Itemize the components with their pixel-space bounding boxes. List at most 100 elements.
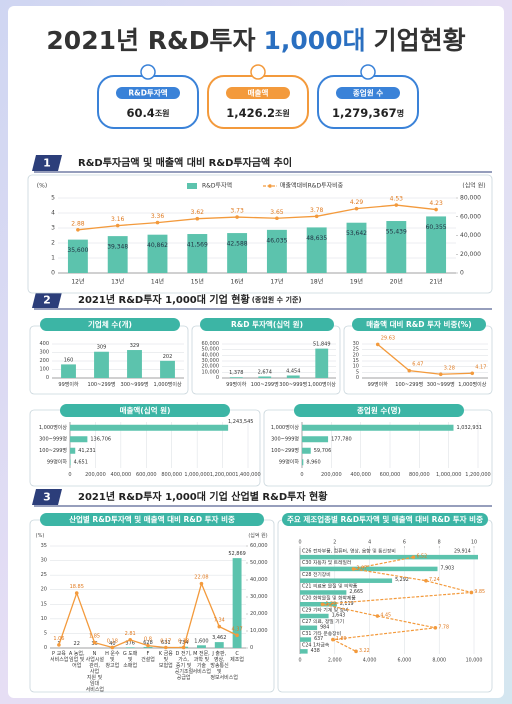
bar-value-label: 309 (97, 345, 107, 351)
y2-tick-label: 30,000 (250, 594, 268, 600)
bar-value-label: 628 (143, 640, 153, 646)
line-marker (128, 638, 132, 642)
bar (187, 234, 208, 273)
y-tick-label: 1 (51, 255, 55, 262)
line-value-label: 3.65 (270, 209, 284, 216)
bar-value-label: 60,355 (426, 224, 447, 231)
bar-value-label: 1,600 (194, 638, 208, 644)
x-tick-label: 19년 (350, 278, 363, 286)
y-tick-label: 400 (39, 341, 49, 347)
line-marker (433, 626, 438, 630)
chart-title-bg (60, 404, 230, 417)
bar (300, 566, 438, 572)
chart-title-bg (40, 318, 180, 331)
bar (300, 590, 347, 595)
line-value-label: 1.89 (336, 636, 347, 642)
kpi-label-bg (226, 87, 290, 99)
bar-value-label: 41,569 (187, 242, 208, 249)
y2-tick-label: 60,000 (460, 213, 481, 220)
y-tick-label: 15 (353, 358, 359, 364)
bar-value-label: 41,231 (78, 448, 96, 454)
line-value-label: 4.53 (390, 196, 404, 203)
line-value-label: 29.63 (381, 335, 395, 341)
bar (266, 229, 287, 273)
line-value-label: 9.85 (474, 589, 485, 595)
y-tick-label: 2 (51, 240, 55, 247)
section-number: 1 (43, 157, 51, 170)
bar-value-label: 202 (163, 354, 173, 360)
bar-value-label: 48,635 (306, 235, 327, 242)
line-value-label: 3.16 (111, 216, 125, 223)
line-marker (155, 220, 160, 225)
bar-value-label: 136,706 (90, 436, 111, 442)
x-tick-label: 200,000 (85, 472, 106, 478)
section-number: 3 (43, 491, 51, 504)
line-marker (470, 371, 475, 376)
kpi-card (97, 75, 199, 129)
x-tick-label: 1,200,000 (210, 472, 235, 478)
y-tick-label: 0 (51, 270, 55, 277)
y-tick-label: 100~299명 (271, 447, 299, 454)
line-marker (351, 567, 356, 571)
y2-axis-label: (십억 원) (462, 182, 485, 190)
bar-value-label: 329 (130, 343, 140, 349)
line-value-label: 4.29 (350, 199, 364, 206)
chart-title-bg (40, 513, 264, 526)
x-tick-label: 16년 (231, 278, 244, 286)
title-highlight: 1,000대 (264, 26, 366, 55)
bar (300, 637, 312, 642)
y-tick-label: 300~999명 (271, 435, 299, 442)
bar-value-label: 376 (125, 640, 135, 646)
y2-tick-label: 40,000 (250, 577, 268, 583)
x-tick-label: 400,000 (350, 472, 371, 478)
y2-tick-label: 80,000 (460, 195, 481, 202)
y-tick-label: 4 (51, 210, 55, 217)
kpi-icon (250, 64, 266, 80)
kpi-value: 1,426.2조원 (226, 106, 289, 120)
y-tick-label: 25 (353, 347, 359, 353)
line-marker (411, 555, 416, 559)
bar-value-label: 1,378 (229, 370, 243, 376)
line-value-label: 22.08 (194, 575, 208, 581)
section-title: R&D투자금액 및 매출액 대비 R&D투자금액 추이 (78, 156, 292, 169)
x-tick-label: 0 (300, 472, 303, 478)
y-tick-label: 0 (356, 375, 359, 381)
kpi-unit: 조원 (155, 108, 170, 118)
kpi-label: R&D투자액 (128, 88, 167, 98)
bar (160, 360, 175, 378)
x-tick-label: 12년 (71, 278, 84, 286)
kpi-icon (140, 64, 156, 80)
bar-value-label: 4,651 (74, 459, 88, 465)
x-tick-label: 1,000,000 (184, 472, 209, 478)
bar-value-label: 1,243,545 (228, 419, 253, 425)
line-marker (275, 216, 279, 221)
x-tick-label: 100~299명 (251, 381, 279, 388)
bar-value-label: 29,914 (454, 548, 471, 554)
bar-value-label: 51,849 (313, 342, 331, 348)
bar (61, 364, 76, 378)
bar (70, 424, 229, 431)
chart-title: 매출액 대비 R&D 투자 비중(%) (366, 319, 471, 329)
bar-value-label: 39,348 (107, 244, 128, 251)
line-marker (199, 581, 204, 586)
title-part: 2021년 R&D투자 (46, 26, 255, 55)
x-tick-label: 1,000명이상 (153, 381, 182, 388)
kpi-icon (360, 64, 376, 80)
bar-value-label: 1,032,931 (456, 425, 481, 431)
y-tick-label: 3 (51, 225, 55, 232)
y-tick-label: 99명이하 (279, 458, 300, 465)
x-tick-label: 6,000 (398, 658, 412, 664)
chart-title: 종업원 수(명) (357, 405, 401, 415)
bar-value-label: 46,035 (266, 237, 287, 244)
bar-value-label: 438 (311, 648, 320, 654)
line-value-label: 3.36 (151, 213, 165, 220)
bar-value-label: 160 (64, 357, 74, 363)
bar-value-label: 5,292 (395, 577, 409, 583)
line-value-label: 4.17 (475, 364, 486, 370)
x-tick-label: 0 (298, 658, 301, 664)
x-tick-label: 800,000 (409, 472, 430, 478)
line-value-label: 3.28 (444, 365, 455, 371)
line-marker (181, 645, 186, 650)
bar-value-label: 59,706 (314, 448, 332, 454)
